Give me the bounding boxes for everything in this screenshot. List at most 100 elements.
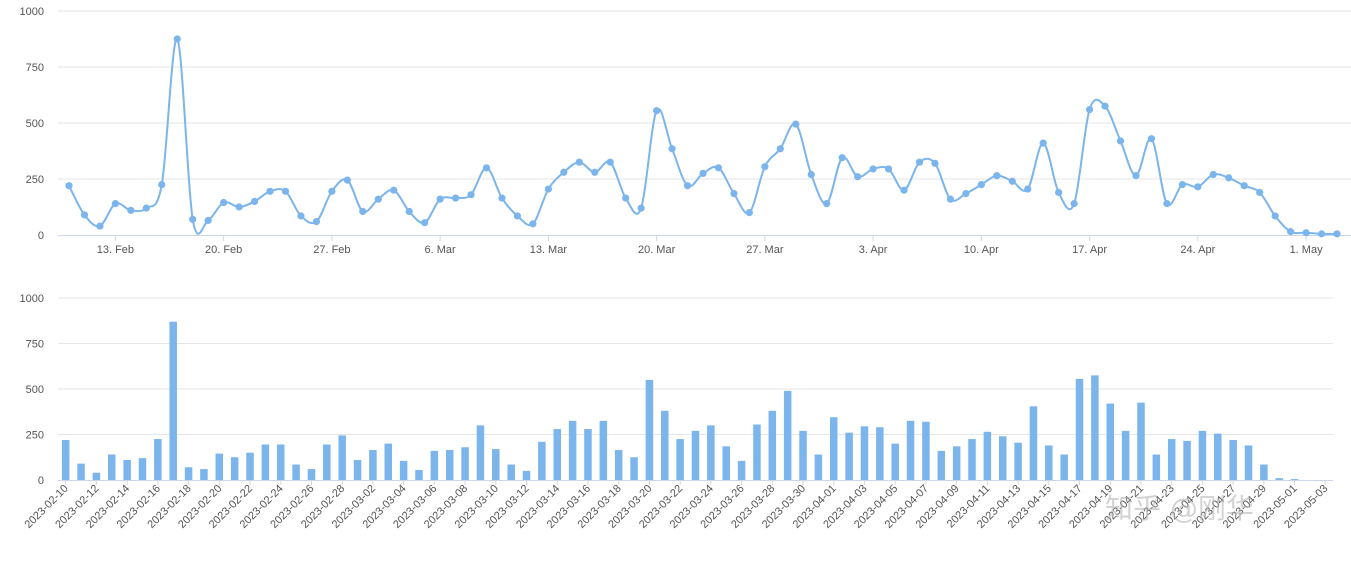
bar [661, 410, 669, 480]
data-point [637, 204, 645, 212]
bar [200, 469, 208, 480]
data-point [714, 164, 723, 172]
data-point [158, 181, 166, 189]
data-point [776, 145, 784, 153]
bar [399, 460, 408, 480]
bar [353, 459, 362, 480]
bar [61, 439, 70, 480]
bar [983, 431, 992, 480]
data-point [730, 189, 738, 198]
bar [891, 443, 899, 480]
data-point [1085, 105, 1094, 114]
bar [522, 470, 531, 480]
bar [1045, 445, 1053, 480]
bar [384, 443, 393, 480]
bar [553, 429, 561, 480]
y-tick-label: 750 [26, 62, 44, 74]
data-point [1116, 137, 1125, 145]
bar [1214, 433, 1222, 480]
data-point [220, 198, 228, 207]
data-point [189, 215, 197, 223]
line-series-points [65, 35, 1341, 238]
data-point [560, 168, 568, 176]
data-point [884, 165, 893, 173]
y-tick-label: 0 [38, 475, 44, 487]
y-tick-label: 750 [26, 339, 44, 351]
bar [1183, 440, 1191, 480]
bar [445, 449, 454, 480]
y-tick-label: 0 [38, 230, 44, 242]
bar [338, 435, 346, 480]
bar [415, 469, 423, 480]
bar [215, 453, 224, 480]
x-tick-label: 10. Apr [964, 244, 999, 256]
bar [1229, 439, 1237, 480]
data-point [1178, 181, 1186, 189]
data-point [65, 182, 73, 190]
bar [276, 444, 285, 480]
bar-chart-x-axis [58, 480, 1333, 485]
data-point [900, 186, 908, 194]
data-point [1209, 170, 1217, 179]
data-point [544, 185, 552, 193]
data-point [1070, 200, 1078, 208]
bar [830, 417, 838, 480]
bar [92, 472, 101, 480]
data-point [683, 182, 692, 190]
x-tick-label: 1. May [1290, 244, 1324, 256]
bar [876, 427, 884, 480]
data-point [80, 211, 89, 219]
bar [123, 459, 131, 480]
data-point [111, 200, 119, 208]
bar [1029, 406, 1038, 480]
data-point [622, 194, 630, 202]
bar [691, 430, 700, 480]
bar [1091, 375, 1099, 480]
data-point [1024, 185, 1032, 193]
bar [753, 424, 761, 480]
y-tick-label: 1000 [20, 6, 44, 18]
bar [538, 441, 546, 480]
data-point [405, 207, 413, 216]
x-tick-label: 3. Apr [859, 244, 888, 256]
bar [1244, 445, 1253, 480]
x-tick-label: 6. Mar [425, 244, 457, 256]
line-chart-x-axis [58, 235, 1351, 241]
x-tick-label: 24. Apr [1180, 244, 1215, 256]
data-point [1101, 102, 1109, 110]
bar [676, 439, 684, 480]
x-tick-label: 13. Feb [97, 244, 134, 256]
data-point [653, 107, 661, 115]
data-point [1333, 230, 1341, 238]
bar [77, 463, 85, 480]
data-point [915, 158, 924, 166]
bar [614, 449, 623, 480]
data-point [1055, 188, 1063, 197]
x-tick-label: 27. Mar [746, 244, 784, 256]
data-point [606, 158, 614, 166]
x-tick-label: 20. Feb [205, 244, 242, 256]
data-point [946, 195, 955, 203]
bar [138, 458, 147, 480]
bar [952, 446, 961, 480]
y-tick-label: 250 [26, 430, 44, 442]
bar [737, 460, 746, 480]
data-point [235, 203, 243, 211]
bar [722, 446, 730, 480]
bar [1106, 403, 1115, 480]
bar [707, 425, 715, 480]
bar [1121, 430, 1130, 480]
bar [1060, 454, 1068, 480]
data-point [1225, 174, 1233, 182]
bar [998, 436, 1007, 480]
data-point [374, 195, 382, 203]
bar [461, 447, 469, 480]
watermark: 知乎 @刚华 [1105, 492, 1254, 525]
bar [1167, 439, 1176, 480]
y-tick-label: 1000 [20, 293, 44, 305]
x-tick-label: 13. Mar [530, 244, 568, 256]
data-point [977, 181, 985, 189]
bar [1198, 430, 1207, 480]
data-point [1317, 230, 1326, 238]
